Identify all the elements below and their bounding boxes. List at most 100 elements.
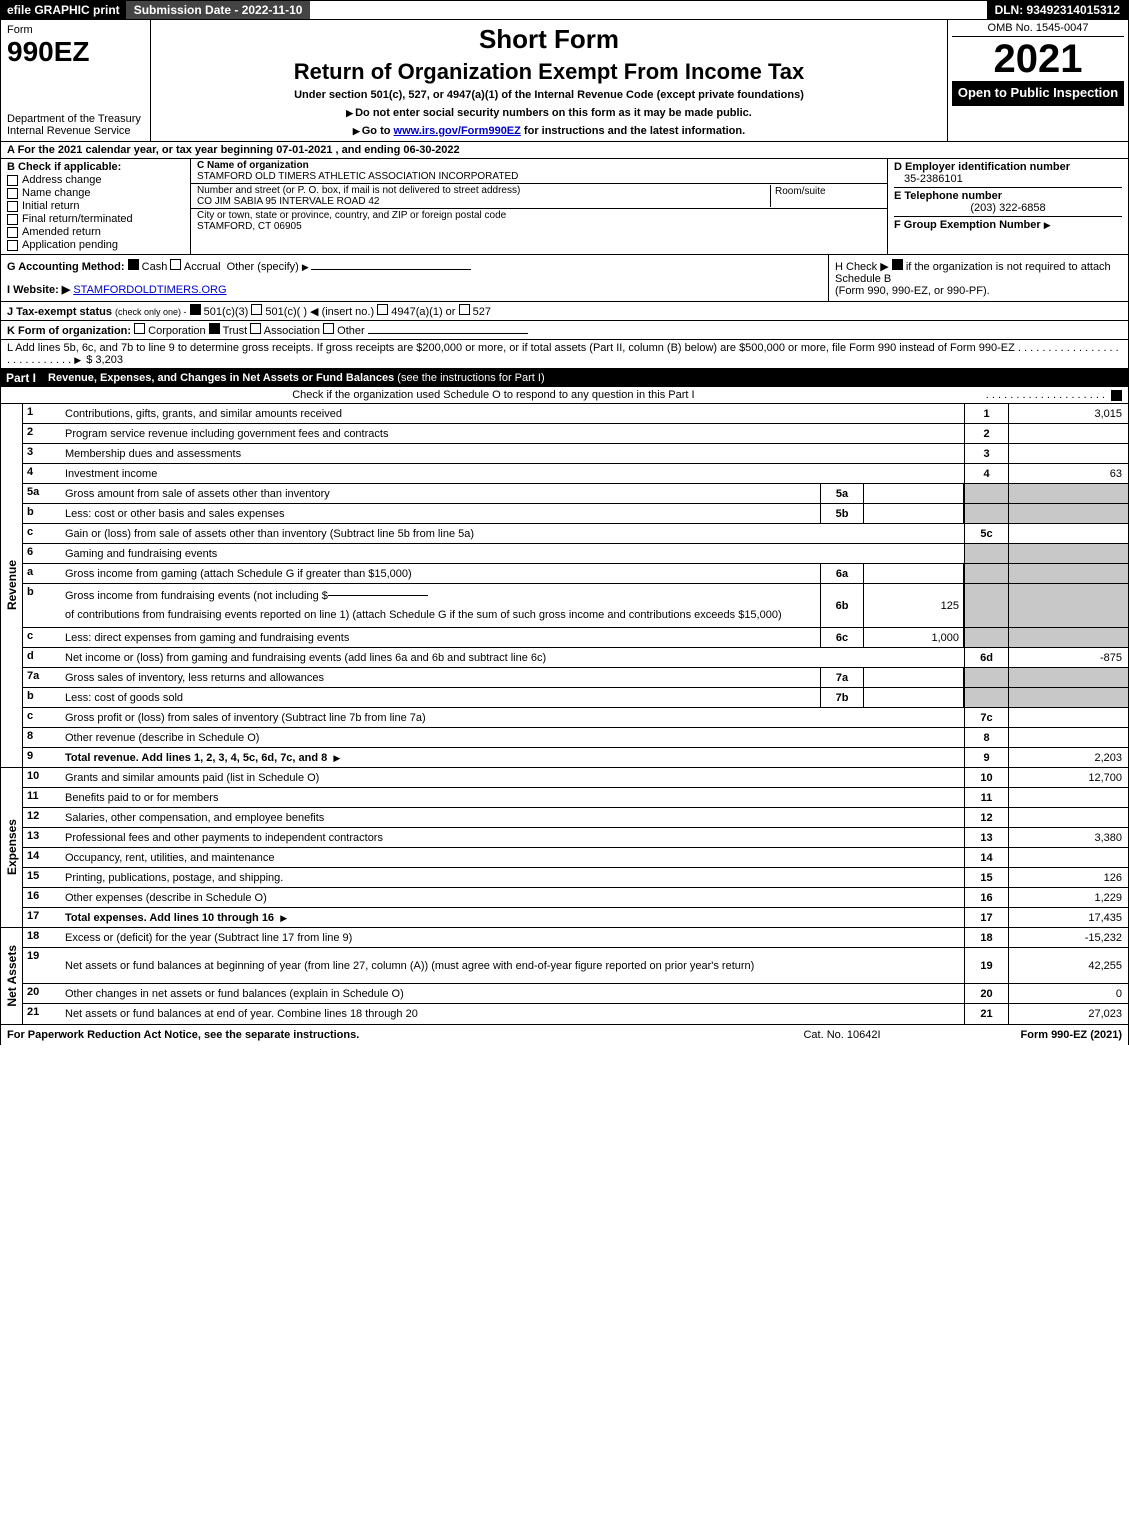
chk-initial-return[interactable]: Initial return <box>7 200 184 212</box>
ln: 6 <box>23 544 61 563</box>
lbn: 1 <box>964 404 1008 423</box>
ln: 15 <box>23 868 61 887</box>
mbn: 7a <box>820 668 864 687</box>
chk-501c[interactable] <box>251 304 262 315</box>
chk-trust[interactable] <box>209 323 220 334</box>
lv <box>1008 524 1128 543</box>
lbn: 11 <box>964 788 1008 807</box>
grey <box>964 484 1008 503</box>
grey <box>964 584 1008 627</box>
ln: 1 <box>23 404 61 423</box>
f-label: F Group Exemption Number <box>894 219 1041 231</box>
ln: 7a <box>23 668 61 687</box>
chk-4947[interactable] <box>377 304 388 315</box>
b-label: B Check if applicable: <box>7 161 184 173</box>
g-label: G Accounting Method: <box>7 261 125 273</box>
chk-accrual[interactable] <box>170 259 181 270</box>
ln: 20 <box>23 984 61 1003</box>
h-forms: (Form 990, 990-EZ, or 990-PF). <box>835 285 990 297</box>
ln: 8 <box>23 728 61 747</box>
ln: 2 <box>23 424 61 443</box>
g-accounting: G Accounting Method: Cash Accrual Other … <box>1 255 828 301</box>
mbn: 6a <box>820 564 864 583</box>
chk-cash[interactable] <box>128 259 139 270</box>
ld: Contributions, gifts, grants, and simila… <box>61 404 964 423</box>
d-label: D Employer identification number <box>894 161 1070 173</box>
j-insert: ◀ (insert no.) <box>310 306 374 318</box>
chk-amended-return[interactable]: Amended return <box>7 226 184 238</box>
expenses-vlabel: Expenses <box>1 768 23 928</box>
revenue-body: 1Contributions, gifts, grants, and simil… <box>23 404 1128 768</box>
gh-row: G Accounting Method: Cash Accrual Other … <box>0 255 1129 302</box>
grey <box>1008 628 1128 647</box>
mbv <box>864 564 964 583</box>
k-corp: Corporation <box>148 325 205 337</box>
irs-link[interactable]: www.irs.gov/Form990EZ <box>394 125 521 137</box>
ln: b <box>23 504 61 523</box>
lbn: 2 <box>964 424 1008 443</box>
lv: 42,255 <box>1008 948 1128 983</box>
ld: Gross amount from sale of assets other t… <box>61 484 820 503</box>
ln: 10 <box>23 768 61 787</box>
form-title: Return of Organization Exempt From Incom… <box>157 59 941 85</box>
ld: Gross sales of inventory, less returns a… <box>61 668 820 687</box>
chk-501c3[interactable] <box>190 304 201 315</box>
lv: 12,700 <box>1008 768 1128 787</box>
ln: d <box>23 648 61 667</box>
lv <box>1008 424 1128 443</box>
chk-527[interactable] <box>459 304 470 315</box>
lv: 3,380 <box>1008 828 1128 847</box>
submission-date: Submission Date - 2022-11-10 <box>126 1 311 19</box>
lbn: 16 <box>964 888 1008 907</box>
h-check: H Check ▶ if the organization is not req… <box>828 255 1128 301</box>
lbn: 3 <box>964 444 1008 463</box>
efile-graphic-print: efile GRAPHIC print <box>1 1 126 19</box>
grey <box>1008 668 1128 687</box>
c-street-row: Number and street (or P. O. box, if mail… <box>191 184 887 209</box>
city-value: STAMFORD, CT 06905 <box>197 221 302 232</box>
website-link[interactable]: STAMFORDOLDTIMERS.ORG <box>73 284 226 296</box>
j-527: 527 <box>473 306 491 318</box>
ld: Excess or (deficit) for the year (Subtra… <box>61 928 964 947</box>
short-form-title: Short Form <box>157 24 941 55</box>
room-suite: Room/suite <box>771 185 881 207</box>
chk-assoc[interactable] <box>250 323 261 334</box>
chk-sched-o[interactable] <box>1111 390 1122 401</box>
part-i-title: Revenue, Expenses, and Changes in Net As… <box>48 372 394 384</box>
org-name: STAMFORD OLD TIMERS ATHLETIC ASSOCIATION… <box>197 171 518 182</box>
chk-corp[interactable] <box>134 323 145 334</box>
mbv: 1,000 <box>864 628 964 647</box>
e-label: E Telephone number <box>894 190 1002 202</box>
form-ref: Form 990-EZ (2021) <box>942 1029 1122 1041</box>
ln: b <box>23 688 61 707</box>
chk-final-return[interactable]: Final return/terminated <box>7 213 184 225</box>
ln: 9 <box>23 748 61 767</box>
sched-o-row: Check if the organization used Schedule … <box>0 387 1129 404</box>
chk-label: Application pending <box>22 239 118 251</box>
chk-name-change[interactable]: Name change <box>7 187 184 199</box>
revenue-vlabel: Revenue <box>1 404 23 768</box>
chk-application-pending[interactable]: Application pending <box>7 239 184 251</box>
mbv <box>864 668 964 687</box>
mbv <box>864 504 964 523</box>
ld: Benefits paid to or for members <box>61 788 964 807</box>
ssn-text: Do not enter social security numbers on … <box>355 107 752 119</box>
chk-label: Name change <box>22 187 91 199</box>
grey <box>1008 564 1128 583</box>
ld: Total revenue. Add lines 1, 2, 3, 4, 5c,… <box>61 748 964 767</box>
form-word: Form <box>7 24 144 36</box>
chk-other[interactable] <box>323 323 334 334</box>
chk-h[interactable] <box>892 259 903 270</box>
grey <box>1008 688 1128 707</box>
ld: Grants and similar amounts paid (list in… <box>61 768 964 787</box>
part-i-header: Part I Revenue, Expenses, and Changes in… <box>0 369 1129 387</box>
under-section: Under section 501(c), 527, or 4947(a)(1)… <box>157 89 941 101</box>
lv: 1,229 <box>1008 888 1128 907</box>
ln: 21 <box>23 1004 61 1024</box>
chk-address-change[interactable]: Address change <box>7 174 184 186</box>
mbn: 6b <box>820 584 864 627</box>
grey <box>1008 484 1128 503</box>
j-501c3: 501(c)(3) <box>204 306 249 318</box>
ld: Professional fees and other payments to … <box>61 828 964 847</box>
ln: 14 <box>23 848 61 867</box>
